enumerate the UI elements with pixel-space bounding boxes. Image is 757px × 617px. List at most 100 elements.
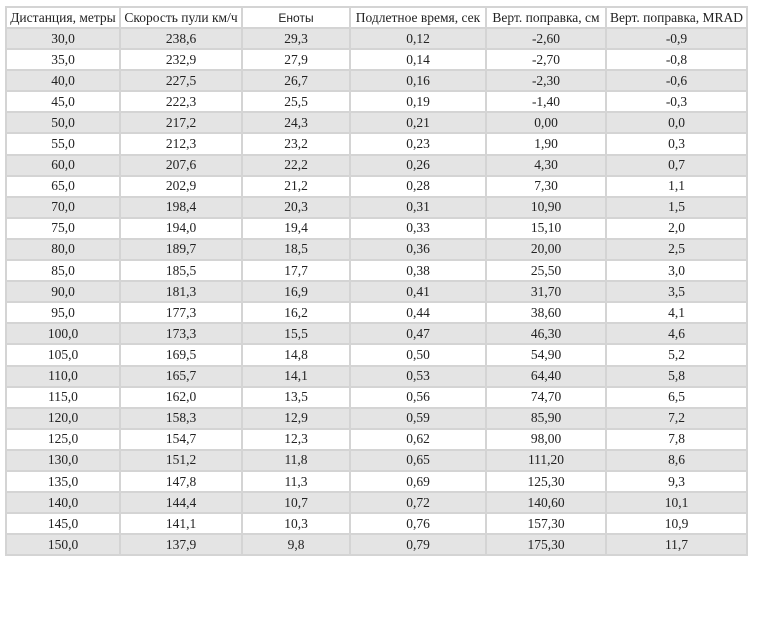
table-row: 125,0 154,7 12,3 0,62 98,00 7,8: [5, 427, 748, 451]
cell-distance: 45,0: [5, 90, 121, 114]
cell-vert-correction-mrad: 0,3: [605, 132, 748, 156]
cell-speed: 227,5: [119, 69, 243, 93]
table-row: 110,0 165,7 14,1 0,53 64,40 5,8: [5, 364, 748, 388]
cell-flight-time: 0,47: [349, 322, 487, 346]
cell-distance: 95,0: [5, 301, 121, 325]
cell-vert-correction-cm: 1,90: [485, 132, 607, 156]
cell-vert-correction-mrad: -0,8: [605, 48, 748, 72]
cell-flight-time: 0,76: [349, 512, 487, 536]
table-row: 40,0 227,5 26,7 0,16 -2,30 -0,6: [5, 69, 748, 93]
table-row: 85,0 185,5 17,7 0,38 25,50 3,0: [5, 259, 748, 283]
cell-distance: 50,0: [5, 111, 121, 135]
cell-raccoons: 27,9: [241, 48, 351, 72]
table-row: 45,0 222,3 25,5 0,19 -1,40 -0,3: [5, 90, 748, 114]
cell-flight-time: 0,31: [349, 195, 487, 219]
cell-distance: 85,0: [5, 259, 121, 283]
table-row: 75,0 194,0 19,4 0,33 15,10 2,0: [5, 216, 748, 240]
cell-flight-time: 0,12: [349, 26, 487, 51]
cell-vert-correction-cm: 157,30: [485, 512, 607, 536]
cell-raccoons: 11,8: [241, 448, 351, 472]
cell-vert-correction-mrad: 1,5: [605, 195, 748, 219]
cell-distance: 65,0: [5, 174, 121, 198]
cell-distance: 135,0: [5, 469, 121, 494]
cell-vert-correction-cm: 140,60: [485, 491, 607, 515]
table-row: 105,0 169,5 14,8 0,50 54,90 5,2: [5, 343, 748, 367]
cell-speed: 144,4: [119, 491, 243, 515]
cell-raccoons: 24,3: [241, 111, 351, 135]
cell-vert-correction-mrad: 1,1: [605, 174, 748, 198]
cell-vert-correction-mrad: 6,5: [605, 385, 748, 409]
cell-flight-time: 0,59: [349, 406, 487, 430]
cell-distance: 110,0: [5, 364, 121, 388]
cell-raccoons: 16,9: [241, 280, 351, 304]
cell-vert-correction-mrad: 7,8: [605, 427, 748, 451]
cell-vert-correction-cm: 31,70: [485, 280, 607, 304]
cell-raccoons: 10,3: [241, 512, 351, 536]
cell-raccoons: 22,2: [241, 153, 351, 177]
cell-speed: 177,3: [119, 301, 243, 325]
cell-distance: 60,0: [5, 153, 121, 177]
cell-vert-correction-cm: 74,70: [485, 385, 607, 409]
cell-distance: 125,0: [5, 427, 121, 451]
cell-flight-time: 0,23: [349, 132, 487, 156]
cell-distance: 75,0: [5, 216, 121, 240]
cell-vert-correction-mrad: -0,6: [605, 69, 748, 93]
cell-vert-correction-cm: -2,60: [485, 26, 607, 51]
cell-raccoons: 26,7: [241, 69, 351, 93]
cell-flight-time: 0,79: [349, 533, 487, 557]
cell-vert-correction-cm: 20,00: [485, 237, 607, 262]
table-row: 60,0 207,6 22,2 0,26 4,30 0,7: [5, 153, 748, 177]
cell-raccoons: 14,8: [241, 343, 351, 367]
cell-distance: 90,0: [5, 280, 121, 304]
cell-flight-time: 0,69: [349, 469, 487, 494]
header-row: Дистанция, метры Скорость пули км/ч Еноты П…: [5, 6, 748, 29]
cell-flight-time: 0,16: [349, 69, 487, 93]
cell-flight-time: 0,14: [349, 48, 487, 72]
cell-raccoons: 21,2: [241, 174, 351, 198]
table-row: 70,0 198,4 20,3 0,31 10,90 1,5: [5, 195, 748, 219]
cell-raccoons: 9,8: [241, 533, 351, 557]
cell-flight-time: 0,28: [349, 174, 487, 198]
cell-vert-correction-cm: 111,20: [485, 448, 607, 472]
table-row: 140,0 144,4 10,7 0,72 140,60 10,1: [5, 491, 748, 515]
cell-vert-correction-cm: -2,30: [485, 69, 607, 93]
cell-vert-correction-mrad: 4,1: [605, 301, 748, 325]
cell-vert-correction-mrad: 3,0: [605, 259, 748, 283]
cell-raccoons: 17,7: [241, 259, 351, 283]
cell-flight-time: 0,41: [349, 280, 487, 304]
cell-flight-time: 0,44: [349, 301, 487, 325]
cell-flight-time: 0,72: [349, 491, 487, 515]
cell-flight-time: 0,50: [349, 343, 487, 367]
cell-distance: 130,0: [5, 448, 121, 472]
table-row: 135,0 147,8 11,3 0,69 125,30 9,3: [5, 469, 748, 494]
cell-raccoons: 11,3: [241, 469, 351, 494]
cell-vert-correction-mrad: 9,3: [605, 469, 748, 494]
cell-speed: 232,9: [119, 48, 243, 72]
cell-speed: 147,8: [119, 469, 243, 494]
cell-flight-time: 0,33: [349, 216, 487, 240]
cell-vert-correction-cm: 4,30: [485, 153, 607, 177]
cell-speed: 165,7: [119, 364, 243, 388]
cell-vert-correction-cm: 175,30: [485, 533, 607, 557]
cell-speed: 222,3: [119, 90, 243, 114]
cell-distance: 40,0: [5, 69, 121, 93]
table-row: 130,0 151,2 11,8 0,65 111,20 8,6: [5, 448, 748, 472]
header-speed: Скорость пули км/ч: [119, 6, 243, 29]
cell-vert-correction-mrad: 0,0: [605, 111, 748, 135]
cell-raccoons: 25,5: [241, 90, 351, 114]
cell-distance: 55,0: [5, 132, 121, 156]
table-row: 115,0 162,0 13,5 0,56 74,70 6,5: [5, 385, 748, 409]
table-row: 55,0 212,3 23,2 0,23 1,90 0,3: [5, 132, 748, 156]
cell-speed: 151,2: [119, 448, 243, 472]
cell-vert-correction-cm: 125,30: [485, 469, 607, 494]
cell-speed: 162,0: [119, 385, 243, 409]
table-row: 65,0 202,9 21,2 0,28 7,30 1,1: [5, 174, 748, 198]
cell-vert-correction-mrad: -0,9: [605, 26, 748, 51]
cell-raccoons: 23,2: [241, 132, 351, 156]
header-vert-correction-cm: Верт. поправка, см: [485, 6, 607, 29]
cell-distance: 120,0: [5, 406, 121, 430]
cell-vert-correction-cm: 0,00: [485, 111, 607, 135]
cell-raccoons: 15,5: [241, 322, 351, 346]
cell-distance: 150,0: [5, 533, 121, 557]
cell-speed: 173,3: [119, 322, 243, 346]
